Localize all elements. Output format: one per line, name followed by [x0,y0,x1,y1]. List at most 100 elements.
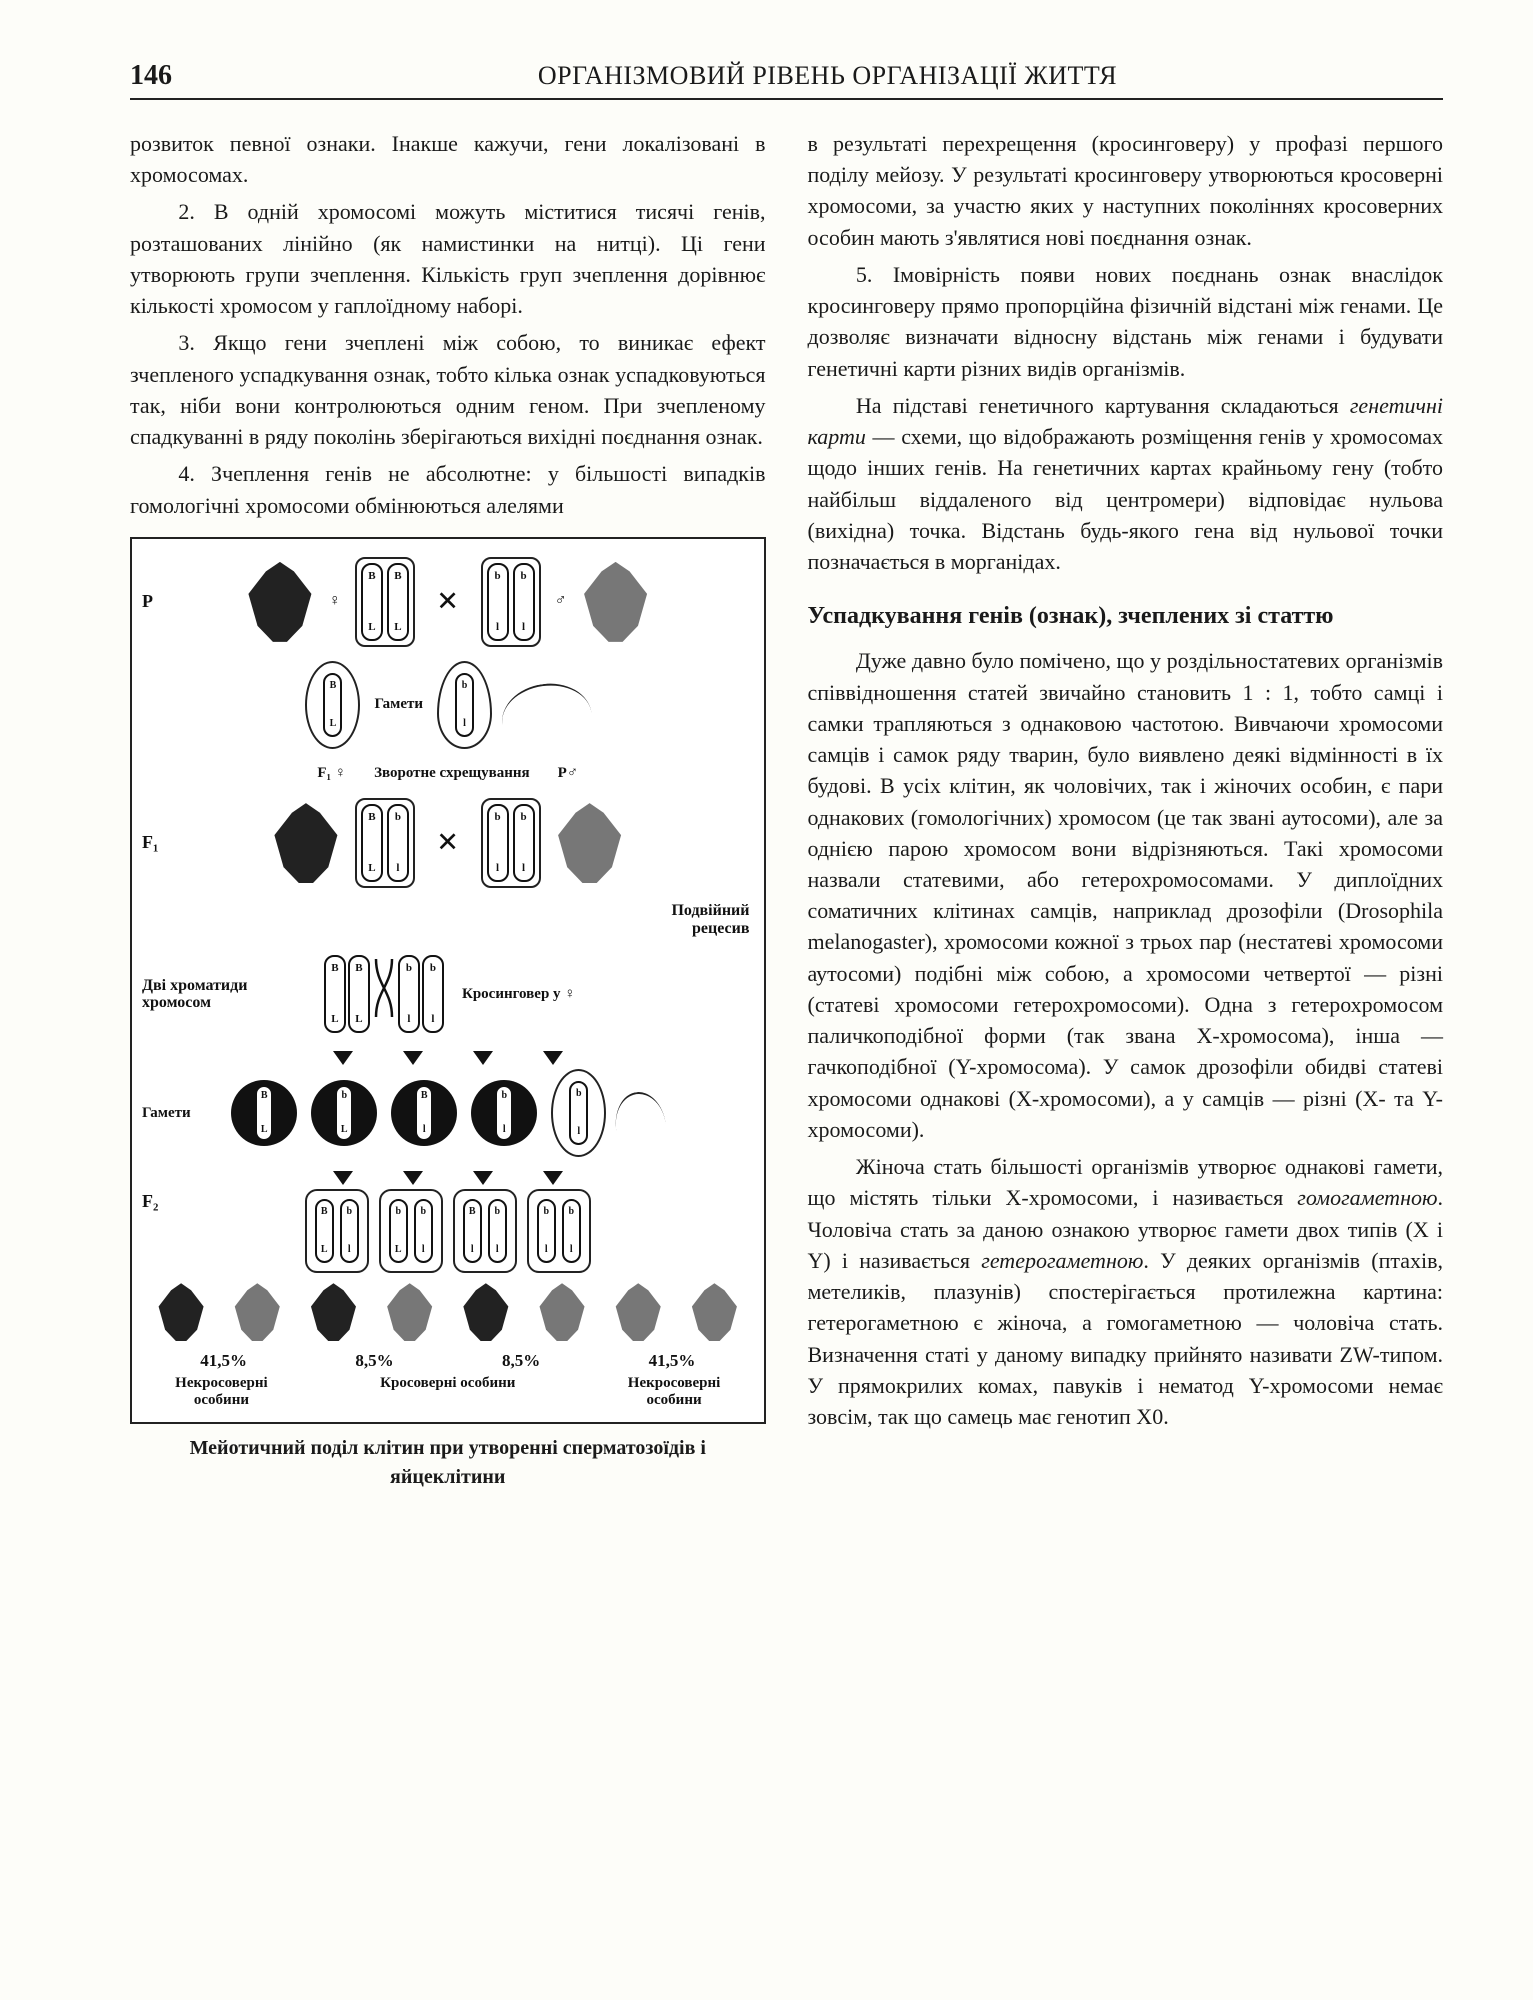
pct-value: 41,5% [649,1349,696,1373]
chromosome: BL [361,563,383,641]
female-symbol: ♀ [329,590,341,613]
fly-icon [613,1283,663,1341]
cross-symbol: × [437,575,459,629]
subheading: Успадкування генів (ознак), зчеплених зі… [808,599,1444,633]
chromosome: bL [389,1199,408,1263]
gametes-label: Гамети [374,694,423,715]
chromosome: bl [340,1199,359,1263]
f1-female-label: F₁ ♀ [317,763,346,784]
fly-recessive-icon [555,803,625,883]
type-label: Некросоверні особини [599,1375,750,1408]
textbook-page: 146 ОРГАНІЗМОВИЙ РІВЕНЬ ОРГАНІЗАЦІЇ ЖИТТ… [0,0,1533,2000]
arrow-down-icon [333,1171,353,1185]
chromosome: bl [398,955,420,1033]
page-number: 146 [130,60,172,92]
tetrad: BL BL bl bl [320,951,448,1037]
egg-cell-icon: BL [305,661,360,749]
arrow-down-icon [403,1051,423,1065]
f2-phenotype-row [146,1283,750,1341]
fly-male-icon [581,562,651,642]
term-italic: гомогаметною [1297,1185,1437,1210]
crossing-over-figure: P ♀ BL BL × bl bl ♂ [130,537,766,1425]
type-label: Кросоверні особини [297,1375,599,1408]
genotype-box: Bl bl [453,1189,517,1273]
term-italic: гетерогаметною [981,1248,1143,1273]
paragraph: 3. Якщо гени зчеплені між собою, то вини… [130,327,766,452]
backcross-label-row: F₁ ♀ Зворотне схрещування P♂ [146,763,750,784]
chromosome: bl [455,673,474,737]
arrow-down-icon [333,1051,353,1065]
p-male-label: P♂ [558,763,578,784]
egg-gamete-icon: BL [231,1080,297,1146]
gametes-result-row: Гамети BL bL Bl bl bl [146,1069,750,1157]
chromosome: bl [387,804,409,882]
arrow-down-icon [543,1051,563,1065]
sperm-tail-icon [612,1089,667,1138]
type-row: Некросоверні особини Кросоверні особини … [146,1375,750,1408]
arrow-down-icon [473,1171,493,1185]
fly-icon [232,1283,282,1341]
egg-gamete-icon: bL [311,1080,377,1146]
sperm-tail-icon [498,678,593,732]
chromosome: bl [414,1199,433,1263]
row-label-p: P [142,589,153,615]
f1-row: F₁ BL bl × bl bl [146,798,750,888]
gametes-label: Гамети [142,1103,191,1124]
paragraph: Дуже давно було помічено, що у роздільно… [808,645,1444,1145]
chromosome: bl [513,804,535,882]
arrow-row [146,1051,750,1065]
paragraph: 4. Зчеплення генів не абсолютне: у більш… [130,458,766,520]
figure-caption: Мейотичний поділ клітин при утворенні сп… [130,1434,766,1491]
arrow-down-icon [403,1171,423,1185]
fly-icon [156,1283,206,1341]
page-header: 146 ОРГАНІЗМОВИЙ РІВЕНЬ ОРГАНІЗАЦІЇ ЖИТТ… [130,60,1443,100]
chromosome: BL [324,955,346,1033]
chromosome: bl [487,563,509,641]
chromosome: BL [323,673,342,737]
chromosome: bl [569,1081,588,1145]
cross-symbol: × [437,816,459,870]
crossover-row: Дві хроматиди хромосом BL BL bl bl Кроси… [146,951,750,1037]
pct-value: 8,5% [355,1349,393,1373]
sperm-cell-icon: bl [437,661,492,749]
fly-icon [308,1283,358,1341]
fly-female-icon [245,562,315,642]
row-label-f1: F₁ [142,830,158,856]
section-title: ОРГАНІЗМОВИЙ РІВЕНЬ ОРГАНІЗАЦІЇ ЖИТТЯ [212,61,1443,91]
double-recessive-label-row: Подвійний рецесив [146,902,750,937]
p-generation-row: P ♀ BL BL × bl bl ♂ [146,557,750,647]
genotype-box: bL bl [379,1189,443,1273]
chromosome: BL [255,1085,273,1141]
backcross-label: Зворотне схрещування [374,763,530,784]
chromosome: BL [315,1199,334,1263]
fly-icon [537,1283,587,1341]
chromosome: bl [562,1199,581,1263]
chromosome: Bl [463,1199,482,1263]
chromosome-pair: bl bl [481,798,541,888]
egg-gamete-icon: bl [471,1080,537,1146]
paragraph: 5. Імовірність появи нових поєднань озна… [808,259,1444,384]
egg-gamete-icon: Bl [391,1080,457,1146]
text-columns: розвиток певної ознаки. Інакше кажучи, г… [130,128,1443,1491]
fly-f1-icon [271,803,341,883]
male-symbol: ♂ [555,590,567,613]
chromosome: BL [387,563,409,641]
double-recessive-label: Подвійний рецесив [630,902,750,937]
pct-value: 8,5% [502,1349,540,1373]
type-label: Некросоверні особини [146,1375,297,1408]
arrow-row [146,1171,750,1185]
chromosome-pair: bl bl [481,557,541,647]
chromosome: bL [335,1085,353,1141]
sperm-cell-icon: bl [551,1069,606,1157]
chromosome-pair: BL BL [355,557,415,647]
fly-icon [689,1283,739,1341]
chromosome: BL [361,804,383,882]
chromosome: bl [495,1085,513,1141]
crossover-icon [372,955,396,1021]
paragraph: 2. В одній хромосомі можуть міститися ти… [130,196,766,321]
text-run: — схеми, що відображають розміщення гені… [808,424,1444,574]
arrow-down-icon [543,1171,563,1185]
genotype-box: BL bl [305,1189,369,1273]
fly-icon [385,1283,435,1341]
two-chromatids-label: Дві хроматиди хромосом [142,977,262,1012]
